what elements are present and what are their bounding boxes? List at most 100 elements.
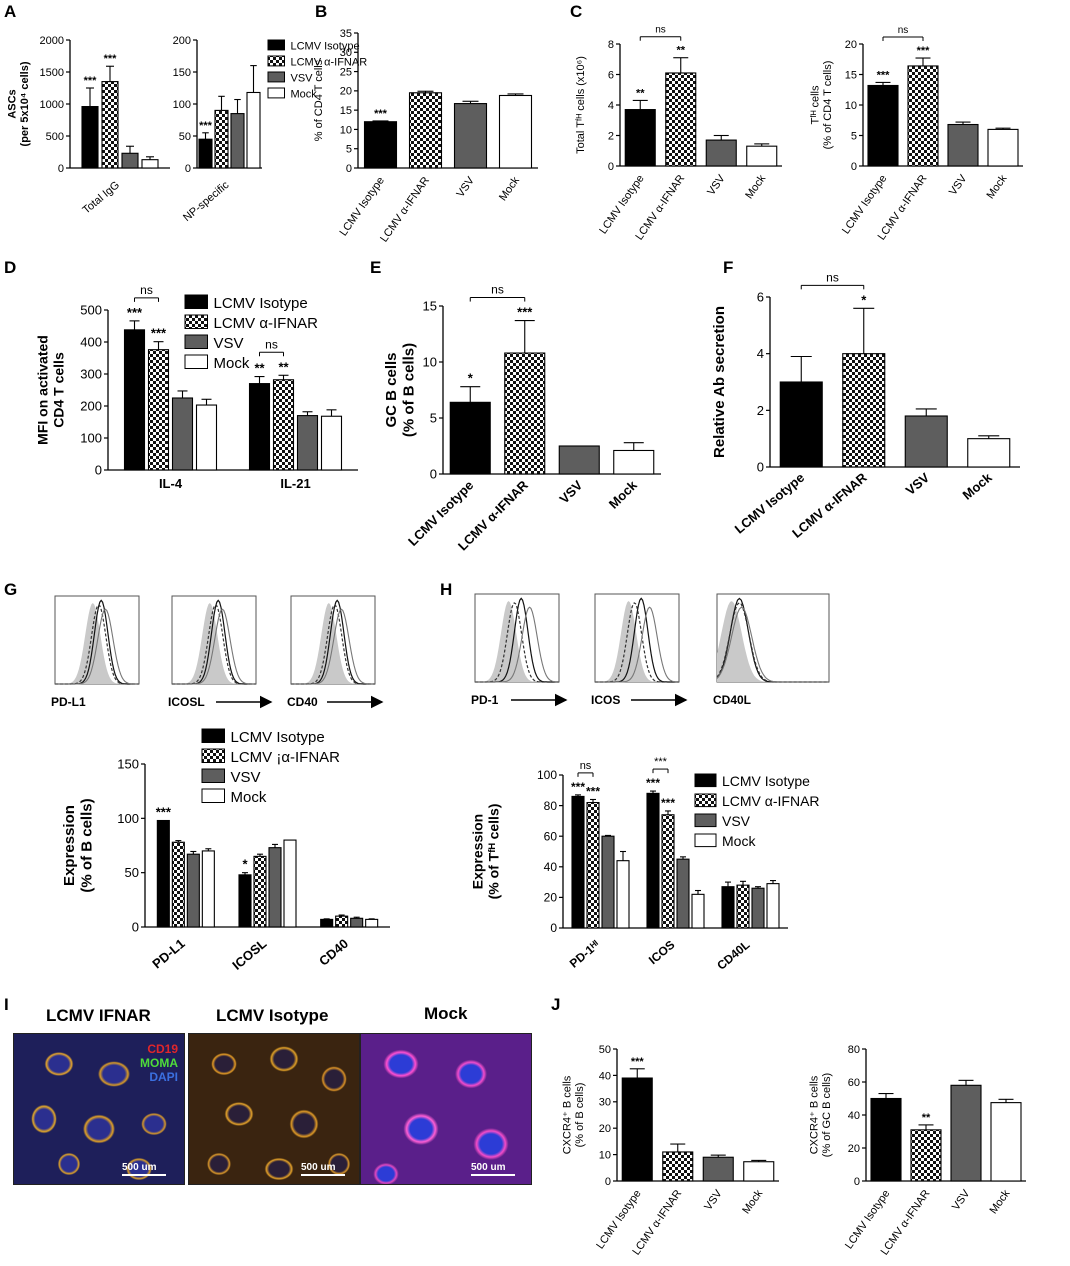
bar (171, 841, 185, 928)
significance-label: ** (278, 359, 289, 374)
bracket-label: ns (580, 760, 592, 772)
y-axis-label: Expression (470, 814, 486, 889)
category-label: PD-L1 (149, 936, 187, 972)
y-tick-label: 20 (848, 1143, 860, 1155)
bracket-label: ns (265, 337, 278, 351)
micrograph-title-isotype: LCMV Isotype (216, 1006, 329, 1025)
histogram-dashed (172, 604, 256, 685)
bar (743, 1161, 775, 1182)
bar (253, 855, 267, 928)
bar (751, 887, 765, 929)
legend-label: LCMV Isotype (291, 40, 360, 52)
panel-label-g: G (4, 580, 18, 599)
panel-label-c: C (570, 2, 583, 21)
y-tick-label: 0 (854, 1176, 860, 1188)
bar (616, 860, 630, 929)
bar (691, 893, 705, 929)
y-tick-label: 0 (185, 163, 191, 175)
legend-label: VSV (214, 335, 244, 352)
bar (842, 353, 886, 468)
bar (248, 383, 271, 471)
y-tick-label: 0 (757, 460, 764, 475)
y-tick-label: 50 (125, 865, 139, 880)
y-tick-label: 40 (599, 1070, 611, 1082)
legend-swatch (201, 748, 225, 763)
panel-label-i: I (4, 995, 9, 1014)
channel-legend: CD19 MOMA DAPI (140, 1042, 178, 1084)
histogram-cd40l: CD40L (713, 593, 830, 707)
bar (947, 123, 979, 167)
y-tick-label: 4 (608, 100, 614, 112)
bar (283, 839, 297, 928)
y-axis-label: Relative Ab secretion (711, 306, 728, 458)
category-label: Mock (497, 174, 522, 203)
bracket-label: *** (654, 756, 668, 768)
legend-cd19: CD19 (147, 1042, 178, 1056)
y-tick-label: 80 (544, 799, 558, 813)
histogram-line-gray (716, 606, 829, 683)
y-tick-label: 35 (340, 28, 352, 40)
bar (123, 329, 146, 471)
y-tick-label: 5 (430, 411, 437, 426)
bar (363, 121, 398, 169)
bar (870, 1097, 902, 1182)
bar (121, 152, 139, 169)
bar (721, 886, 735, 929)
micrograph-lcmv-ifnar: CD19 MOMA DAPI 500 um (13, 1033, 185, 1185)
legend-label: VSV (291, 72, 314, 84)
significance-label: *** (156, 805, 172, 820)
legend-dapi: DAPI (149, 1070, 178, 1084)
chart-j2: 0 20 40 60 80 CXCR4⁺ B cells (% of GC B cells)… (808, 1044, 1026, 1258)
y-tick-label: 1500 (40, 67, 64, 79)
significance-label: *** (104, 53, 118, 65)
micrograph-title-ifnar: LCMV IFNAR (46, 1006, 151, 1025)
bar (910, 1129, 942, 1182)
bar (558, 445, 600, 475)
y-tick-label: 2 (757, 403, 764, 418)
category-label: VSV (702, 1187, 725, 1212)
y-tick-label: 20 (544, 891, 558, 905)
bar (987, 128, 1019, 167)
category-label: VSV (556, 477, 585, 506)
y-axis-label-2: (% of CD4 T cells) (822, 61, 834, 150)
chart-d: 0 100 200 300 400 500 MFI on activated CD4 T ce… (35, 283, 358, 491)
legend-label: VSV (231, 769, 261, 786)
bar (101, 81, 119, 169)
category-label: VSV (947, 172, 970, 197)
histogram-fill (475, 601, 559, 682)
bar (186, 853, 200, 928)
y-tick-label: 500 (46, 131, 64, 143)
y-axis-label: ASCs (6, 89, 18, 118)
bar (571, 795, 585, 929)
y-tick-label: 8 (608, 39, 614, 51)
legend-swatch (184, 314, 208, 329)
bar (81, 106, 99, 169)
y-tick-label: 40 (544, 860, 558, 874)
y-tick-label: 0 (605, 1176, 611, 1188)
category-label: Mock (985, 172, 1010, 201)
chart-g: 0 50 100 150 Expression (% of B cells) PD-L1 IC… (61, 728, 390, 973)
legend-label: Mock (214, 355, 250, 372)
histogram-pd-l1: PD-L1 (51, 595, 140, 709)
y-tick-label: 0 (58, 163, 64, 175)
bar (676, 858, 690, 929)
scale-bar: 500 um (301, 1162, 345, 1176)
category-label: CD40L (714, 938, 752, 973)
bar (702, 1156, 734, 1182)
y-tick-label: 2000 (40, 35, 64, 47)
legend-label: Mock (291, 88, 318, 100)
y-axis-label-2: (% of Tᶠᴴ cells) (486, 804, 502, 900)
bar (320, 918, 334, 928)
bar (171, 397, 194, 471)
bar (624, 109, 656, 167)
bar (141, 159, 159, 169)
category-label: PD-1ᴴᴵ (567, 938, 603, 971)
y-tick-label: 150 (117, 757, 139, 772)
y-tick-label: 0 (95, 463, 102, 478)
chart-h: 0 20 40 60 80 100 Expression (% of Tᶠᴴ cells) PD… (470, 756, 820, 973)
bar (156, 819, 170, 928)
